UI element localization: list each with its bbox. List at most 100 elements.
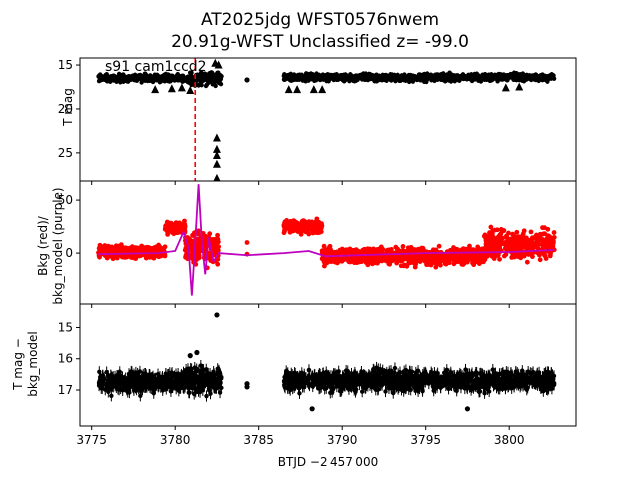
data-point <box>372 79 377 84</box>
data-point <box>340 76 345 81</box>
bkg-point <box>285 223 291 229</box>
data-point <box>484 75 490 81</box>
bkg-point <box>113 243 119 249</box>
data-point <box>353 78 359 84</box>
data-point <box>361 71 366 76</box>
bkg-point <box>413 257 419 263</box>
chart-title-line-2: 20.91g-WFST Unclassified z= -99.0 <box>171 32 469 52</box>
bkg-point <box>389 255 395 260</box>
data-point <box>202 71 207 76</box>
data-point <box>96 78 102 84</box>
data-point <box>143 71 148 76</box>
bkg-point <box>124 254 130 260</box>
bkg-point <box>393 244 399 250</box>
bkg-point <box>315 220 321 226</box>
data-point <box>517 72 523 77</box>
data-point <box>178 77 183 82</box>
data-point <box>459 75 465 80</box>
data-point <box>167 73 173 79</box>
bkg-point <box>436 243 442 249</box>
data-point <box>306 76 311 81</box>
data-point <box>448 79 454 84</box>
data-point <box>158 79 164 84</box>
bkg-point <box>146 254 152 260</box>
bkg-point <box>175 230 181 236</box>
data-point <box>456 77 461 83</box>
bkg-point <box>297 223 302 229</box>
y-tick-label: 15 <box>58 58 73 72</box>
upper-limit-marker <box>212 133 221 142</box>
data-point <box>289 75 294 81</box>
data-point <box>314 75 320 80</box>
data-point <box>142 75 148 81</box>
bkg-point <box>203 236 208 242</box>
bkg-point <box>298 231 304 237</box>
upper-limit-marker <box>213 173 221 181</box>
data-point <box>168 78 173 84</box>
chart-title-line-1: AT2025jdg WFST0576nwem <box>200 10 440 30</box>
data-point <box>112 77 117 82</box>
data-point <box>163 71 169 77</box>
upper-limit-marker <box>177 83 186 92</box>
upper-limit-marker <box>212 144 221 153</box>
bkg-point <box>108 246 114 251</box>
bkg-point <box>433 264 439 270</box>
data-point <box>128 75 133 80</box>
data-point <box>398 78 403 83</box>
data-point <box>307 72 312 77</box>
bkg-point <box>171 231 177 237</box>
bkg-point <box>406 260 412 266</box>
bkg-point <box>194 249 200 254</box>
data-point <box>410 74 415 80</box>
data-point <box>447 70 452 75</box>
upper-limit-marker <box>212 159 221 168</box>
bkg-point <box>118 245 123 251</box>
data-point <box>244 77 250 83</box>
bkg-point <box>306 219 312 225</box>
bkg-point <box>208 258 214 263</box>
data-point <box>281 73 286 79</box>
data-point <box>469 76 474 81</box>
data-point <box>438 73 444 79</box>
upper-limit-marker <box>151 85 160 94</box>
data-point <box>375 73 380 78</box>
data-point <box>209 70 215 76</box>
data-point <box>537 74 542 80</box>
bkg-point <box>216 244 221 249</box>
data-point <box>218 77 223 82</box>
data-point <box>327 77 332 82</box>
bkg-point <box>475 255 481 260</box>
panel-annotation: s91 cam1ccd2 <box>105 59 207 75</box>
bkg-point <box>314 216 320 222</box>
bkg-point <box>182 223 188 229</box>
data-point <box>404 77 410 82</box>
data-point <box>344 73 349 78</box>
data-point <box>540 72 545 77</box>
bkg-point <box>101 248 107 253</box>
bkg-point <box>469 247 474 253</box>
bkg-point <box>207 231 213 237</box>
data-point <box>203 83 209 89</box>
bkg-point <box>127 248 133 254</box>
bkg-point <box>211 236 217 242</box>
y-tick-label: 25 <box>58 146 73 160</box>
data-point <box>139 80 144 85</box>
data-point <box>325 72 330 77</box>
bkg-point <box>321 243 327 249</box>
upper-limit-marker <box>284 85 293 94</box>
data-point <box>508 73 514 79</box>
bkg-point <box>388 259 393 264</box>
data-point <box>423 74 429 79</box>
data-point <box>160 75 166 81</box>
data-point <box>189 70 194 75</box>
upper-limit-marker <box>515 82 524 91</box>
data-point <box>360 76 366 82</box>
data-point <box>442 78 447 83</box>
data-point <box>366 75 371 81</box>
data-point <box>336 75 341 80</box>
bkg-point <box>215 261 221 267</box>
panel-middle-background: 050 <box>58 184 557 308</box>
bkg-point <box>401 263 407 269</box>
upper-limit-marker <box>293 85 302 94</box>
bkg-point <box>302 219 308 225</box>
